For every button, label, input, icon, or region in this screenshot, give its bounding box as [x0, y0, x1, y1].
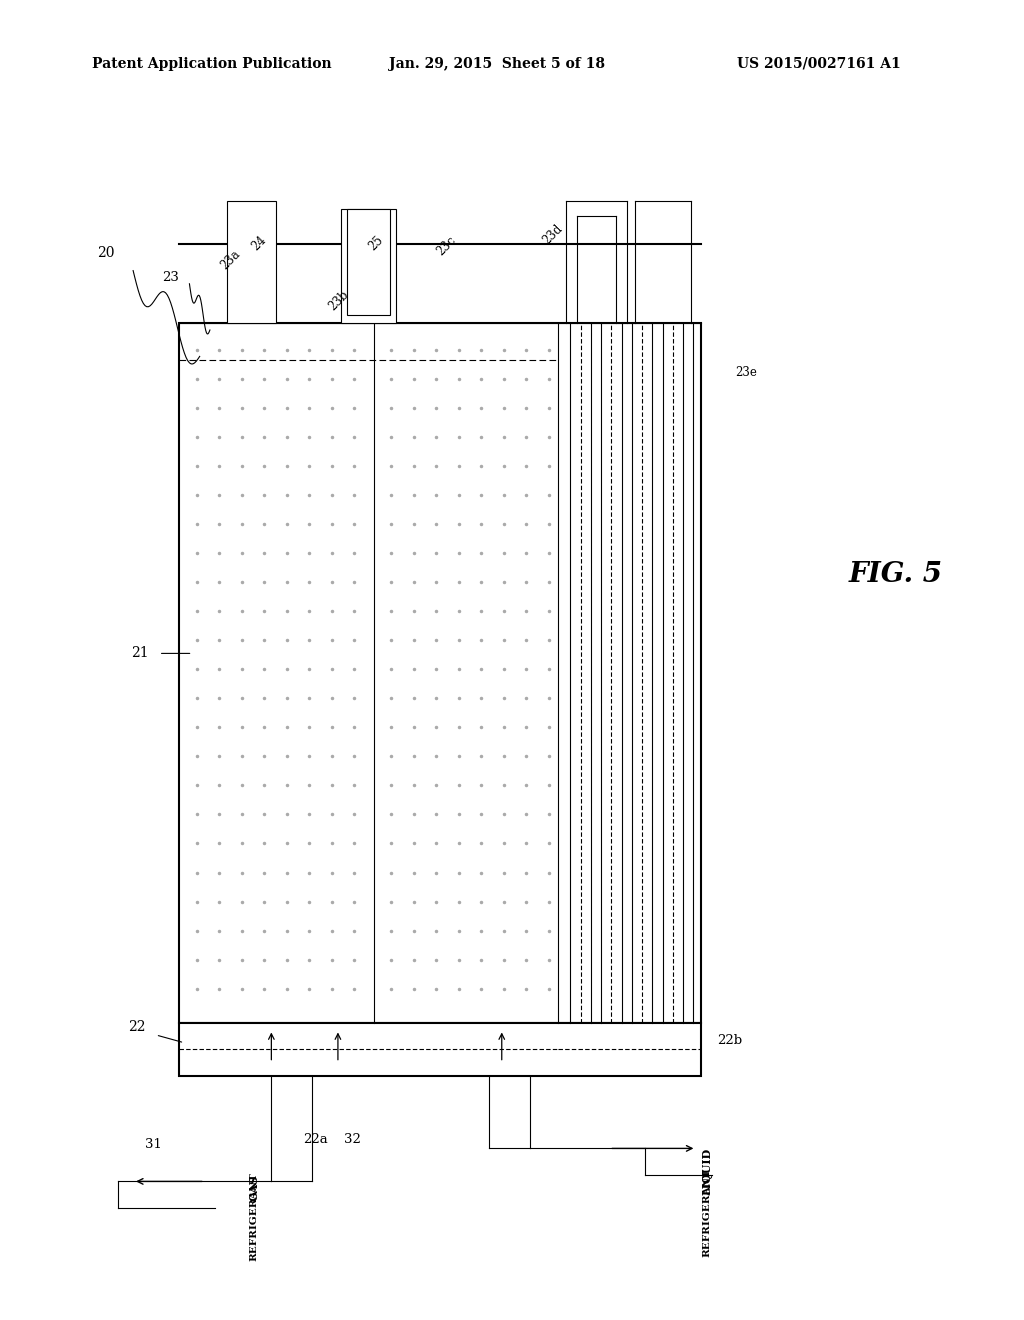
Text: 22a: 22a — [303, 1133, 328, 1146]
Text: 23e: 23e — [735, 366, 757, 379]
Text: 22b: 22b — [717, 1034, 742, 1047]
Text: 32: 32 — [344, 1133, 360, 1146]
Text: 23d: 23d — [540, 223, 564, 247]
Bar — [227, 201, 276, 323]
Text: 25: 25 — [367, 234, 386, 252]
Text: GAS: GAS — [249, 1175, 259, 1201]
Text: 23b: 23b — [326, 288, 351, 314]
Text: FIG. 5: FIG. 5 — [849, 561, 943, 587]
Text: 23a: 23a — [218, 248, 243, 272]
Text: Patent Application Publication: Patent Application Publication — [92, 57, 332, 71]
Text: 23c: 23c — [434, 234, 459, 257]
Text: 24: 24 — [249, 234, 268, 252]
Text: LIQUID: LIQUID — [701, 1147, 712, 1195]
Bar — [341, 209, 396, 323]
Text: 23: 23 — [162, 271, 178, 284]
Text: Jan. 29, 2015  Sheet 5 of 18: Jan. 29, 2015 Sheet 5 of 18 — [389, 57, 605, 71]
Text: 22: 22 — [128, 1020, 145, 1034]
Bar — [179, 1023, 701, 1076]
Text: REFRIGERANT: REFRIGERANT — [702, 1168, 711, 1257]
Bar — [347, 209, 390, 315]
Text: 31: 31 — [145, 1138, 162, 1151]
Text: 20: 20 — [97, 247, 115, 260]
Text: US 2015/0027161 A1: US 2015/0027161 A1 — [737, 57, 901, 71]
Text: 21: 21 — [131, 647, 148, 660]
Bar — [179, 323, 701, 1023]
Text: REFRIGERANT: REFRIGERANT — [250, 1172, 258, 1261]
